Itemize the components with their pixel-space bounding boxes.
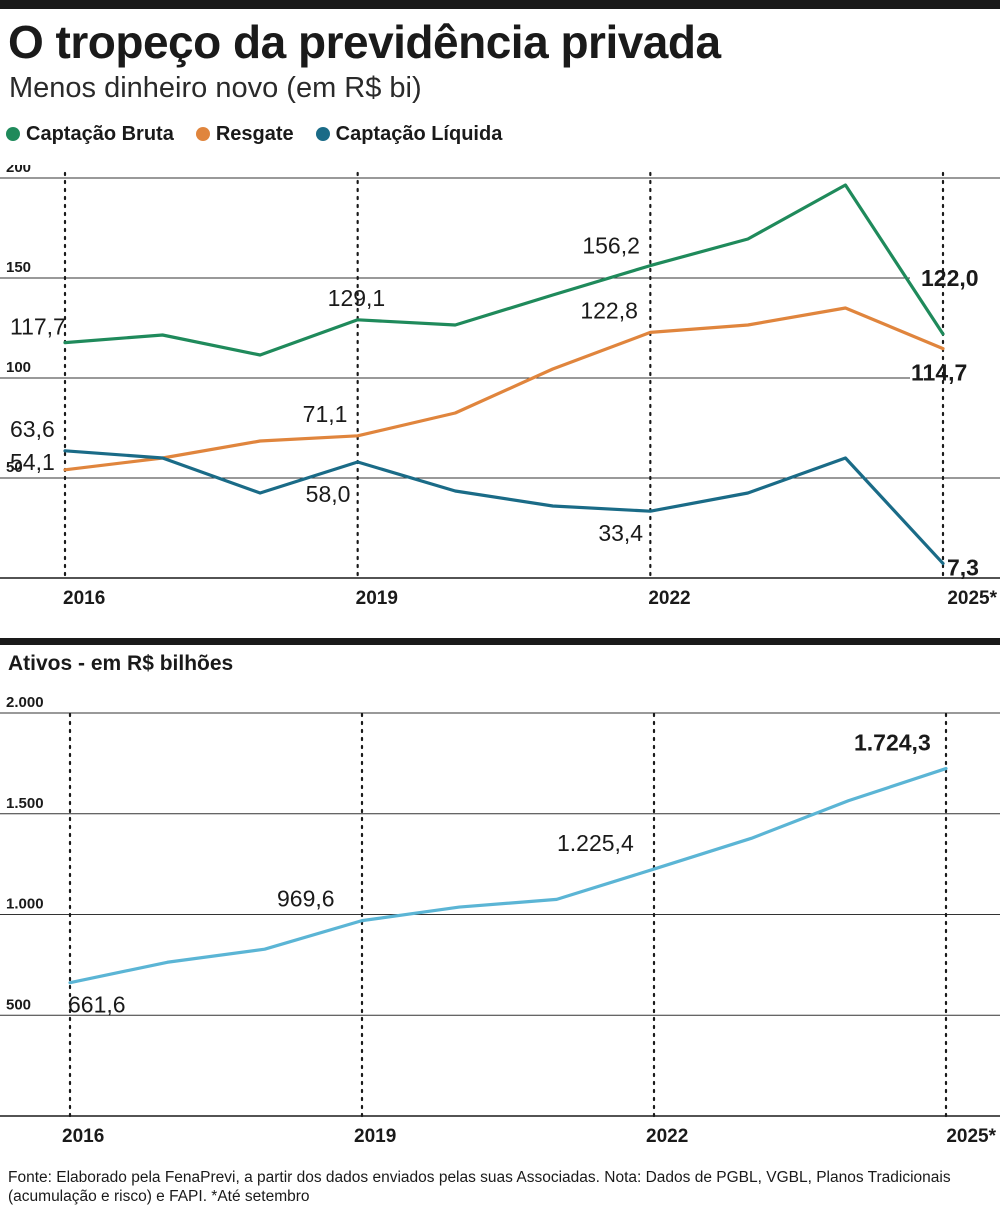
x-tick-label: 2019 — [354, 1126, 396, 1147]
y-tick-label: 150 — [6, 259, 31, 276]
data-label: 114,7 — [911, 360, 967, 386]
data-label: 71,1 — [303, 401, 348, 427]
x-tick-label: 2022 — [646, 1126, 688, 1147]
assets-line — [68, 766, 948, 985]
legend-item-resgate: Resgate — [195, 122, 294, 146]
y-tick-label: 1.000 — [6, 896, 44, 913]
x-tick-label: 2019 — [356, 588, 398, 609]
data-label: 156,2 — [582, 233, 640, 259]
source-note: Fonte: Elaborado pela FenaPrevi, a parti… — [8, 1169, 951, 1205]
data-label: 58,0 — [306, 481, 351, 507]
top-rule — [0, 0, 1000, 9]
y-tick-label: 2.000 — [6, 694, 44, 711]
data-label: 969,6 — [277, 886, 335, 912]
legend: Captação Bruta Resgate Captação Líquida — [6, 120, 502, 148]
flows-line-chart: 50 100 150 200 2016 2019 2022 2025* 117,7 129,1 15… — [0, 165, 1000, 609]
data-label: 661,6 — [68, 992, 126, 1018]
y-tick-label: 200 — [6, 165, 31, 176]
data-label: 63,6 — [10, 416, 55, 442]
x-tick-label: 2025* — [947, 588, 997, 609]
legend-label: Captação Bruta — [26, 122, 174, 145]
x-tick-label: 2016 — [62, 1126, 104, 1147]
data-label: 129,1 — [328, 285, 386, 311]
series-line-0 — [63, 183, 945, 357]
data-label: 54,1 — [10, 449, 55, 475]
x-tick-label: 2022 — [648, 588, 690, 609]
series-line-2 — [63, 449, 945, 565]
data-label: 117,7 — [10, 314, 66, 340]
legend-label: Captação Líquida — [335, 122, 503, 145]
assets-line-chart: 500 1.000 1.500 2.000 2016 2019 2022 2025* 661,6… — [0, 694, 1000, 1147]
legend-swatch — [195, 127, 210, 141]
legend-label: Resgate — [215, 122, 294, 145]
data-label: 122,0 — [921, 265, 979, 291]
data-label: 1.724,3 — [854, 730, 931, 756]
x-tick-label: 2016 — [63, 588, 105, 609]
legend-item-captacao-liquida: Captação Líquida — [315, 122, 503, 146]
y-tick-label: 1.500 — [6, 795, 44, 812]
data-label: 7,3 — [947, 554, 979, 580]
legend-item-captacao-bruta: Captação Bruta — [6, 123, 174, 146]
page-subtitle: Menos dinheiro novo (em R$ bi) — [9, 72, 422, 104]
x-tick-label: 2025* — [946, 1126, 996, 1147]
series-line-1 — [63, 306, 945, 472]
legend-swatch — [315, 127, 330, 141]
page-title: O tropeço da previdência privada — [8, 16, 721, 68]
data-label: 122,8 — [580, 297, 638, 323]
y-tick-label: 100 — [6, 359, 31, 376]
assets-chart-title: Ativos - em R$ bilhões — [8, 652, 234, 675]
y-tick-label: 50 — [6, 459, 23, 476]
legend-swatch — [6, 127, 20, 141]
y-tick-label: 500 — [6, 996, 31, 1013]
section-divider — [0, 638, 1000, 645]
data-label: 33,4 — [598, 520, 643, 546]
data-label: 1.225,4 — [557, 830, 634, 856]
